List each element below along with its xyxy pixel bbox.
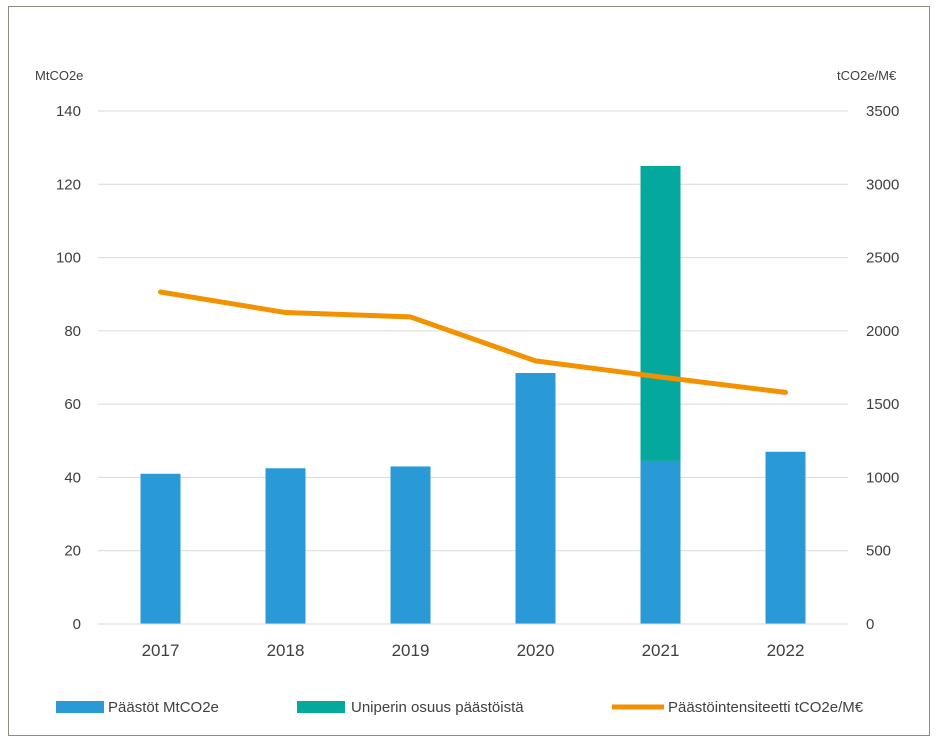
right-tick-label: 0 xyxy=(866,616,874,633)
bar xyxy=(515,372,556,624)
bar xyxy=(640,165,681,461)
line-series xyxy=(158,289,788,395)
bar xyxy=(390,466,431,624)
left-axis-unit: MtCO2e xyxy=(35,68,83,83)
left-tick-label: 20 xyxy=(64,543,81,560)
left-tick-label: 80 xyxy=(64,323,81,340)
right-axis-unit: tCO2e/M€ xyxy=(837,68,897,83)
bar xyxy=(640,460,681,624)
x-tick-label: 2017 xyxy=(142,641,180,660)
left-tick-label: 140 xyxy=(56,103,81,120)
legend-label: Päästöintensiteetti tCO2e/M€ xyxy=(668,699,864,716)
axes: 0 20 40 60 80 100 120 140 0 500 1000 1500 2000 2500 30… xyxy=(35,68,899,660)
intensity-line xyxy=(158,289,788,395)
left-tick-label: 40 xyxy=(64,469,81,486)
right-tick-label: 1000 xyxy=(866,469,899,486)
legend-swatch xyxy=(297,701,345,713)
bar xyxy=(765,451,806,624)
legend: Päästöt MtCO2e Uniperin osuus päästöistä P… xyxy=(56,699,864,716)
right-tick-label: 1500 xyxy=(866,396,899,413)
left-tick-label: 60 xyxy=(64,396,81,413)
legend-swatch xyxy=(56,701,104,713)
x-tick-label: 2020 xyxy=(517,641,555,660)
right-tick-label: 3000 xyxy=(866,176,899,193)
right-tick-label: 2000 xyxy=(866,323,899,340)
bar xyxy=(140,473,181,624)
legend-label: Uniperin osuus päästöistä xyxy=(351,699,524,716)
x-tick-label: 2021 xyxy=(642,641,680,660)
right-tick-label: 500 xyxy=(866,543,891,560)
left-tick-label: 100 xyxy=(56,250,81,267)
gridlines xyxy=(98,110,848,625)
left-tick-label: 0 xyxy=(73,616,81,633)
right-tick-label: 2500 xyxy=(866,250,899,267)
x-tick-label: 2018 xyxy=(267,641,305,660)
bars xyxy=(140,165,806,624)
bar xyxy=(265,468,306,624)
right-tick-label: 3500 xyxy=(866,103,899,120)
x-tick-label: 2022 xyxy=(767,641,805,660)
left-tick-label: 120 xyxy=(56,176,81,193)
legend-label: Päästöt MtCO2e xyxy=(108,699,219,716)
x-tick-label: 2019 xyxy=(392,641,430,660)
